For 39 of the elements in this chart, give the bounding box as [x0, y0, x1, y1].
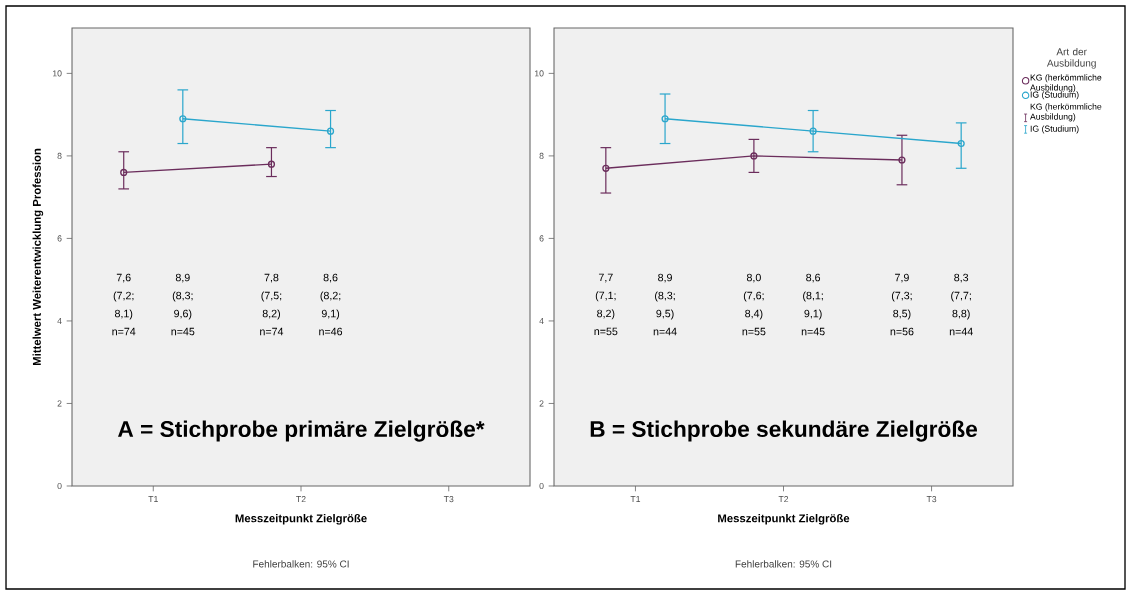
x-axis-title: Messzeitpunkt Zielgröße — [718, 513, 850, 525]
x-tick-label: T2 — [296, 496, 306, 503]
text: A = Stichprobe primäre Zielgröße* — [117, 420, 485, 442]
annotation: 7,8 (7,5; 8,2) n=74 — [260, 273, 284, 336]
y-tick-label: 2 — [57, 400, 62, 407]
x-tick-label: T3 — [926, 496, 937, 503]
y-tick-label: 0 — [539, 482, 544, 490]
annotation: 8,3 (7,7; 8,8) n=44 — [949, 273, 973, 336]
x-tick-label: T3 — [443, 496, 454, 503]
x-tick-label: T2 — [778, 496, 789, 503]
y-tick-label: 6 — [57, 235, 62, 242]
x-tick-label: T1 — [148, 496, 158, 502]
annotation: 7,7 (7,1; 8,2) n=55 — [594, 273, 618, 336]
text: B = Stichprobe sekundäre Zielgröße — [590, 420, 978, 442]
y-tick-label: 8 — [539, 152, 544, 159]
y-tick-label: 10 — [534, 70, 544, 77]
y-tick-label: 2 — [539, 400, 544, 407]
legend-label: KG (herkömmliche Ausbildung) — [1030, 103, 1102, 122]
y-tick-label: 8 — [57, 152, 62, 159]
text: Fehlerbalken: 95% CI — [253, 560, 349, 568]
x-tick-label: T1 — [630, 496, 641, 502]
y-tick-label: 0 — [57, 482, 62, 490]
y-tick-label: 6 — [539, 235, 544, 242]
legend-title: Art der Ausbildung — [1046, 47, 1096, 69]
annotation: 8,6 (8,1; 9,1) n=45 — [801, 273, 825, 336]
text: IG (Studium) — [1030, 91, 1079, 100]
y-axis-title: Mittelwert Weiterentwicklung Profession — [32, 148, 44, 366]
text: Fehlerbalken: 95% CI — [735, 560, 832, 568]
legend-label: IG (Studium) — [1030, 125, 1079, 134]
y-tick-label: 10 — [52, 70, 62, 77]
annotation: 7,6 (7,2; 8,1) n=74 — [112, 273, 136, 336]
annotation: 7,9 (7,3; 8,5) n=56 — [890, 273, 914, 336]
annotation: 8,9 (8,3; 9,6) n=45 — [171, 273, 195, 336]
annotation: 8,9 (8,3; 9,5) n=44 — [653, 273, 677, 336]
y-tick-label: 4 — [57, 317, 62, 324]
y-tick-label: 4 — [539, 317, 544, 324]
annotation: 8,6 (8,2; 9,1) n=46 — [319, 273, 343, 336]
x-axis-title: Messzeitpunkt Zielgröße — [235, 513, 367, 525]
annotation: 8,0 (7,6; 8,4) n=55 — [742, 273, 766, 336]
